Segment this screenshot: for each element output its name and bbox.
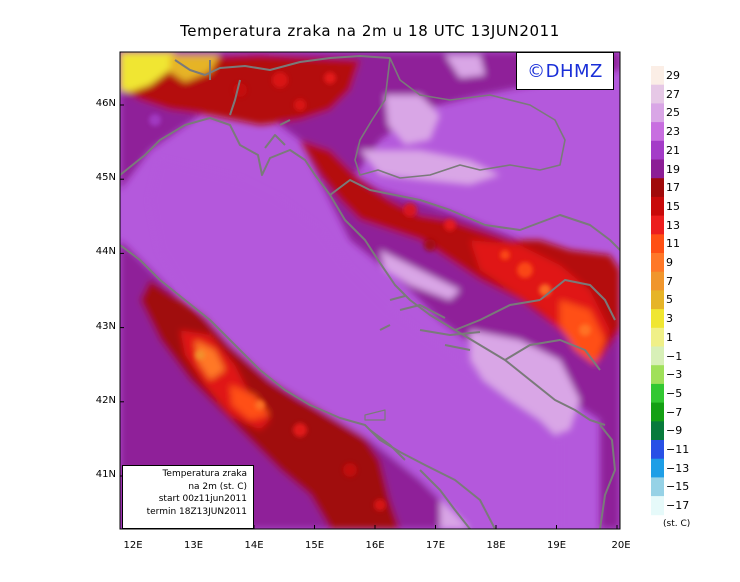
colorbar: [651, 66, 664, 516]
colorbar-swatch: [651, 196, 664, 216]
info-line-2: na 2m (st. C): [188, 481, 247, 492]
colorbar-label: −17: [666, 499, 690, 513]
colorbar-label: −5: [666, 386, 683, 400]
colorbar-swatch: [651, 421, 664, 441]
y-tick-label: 44N: [95, 246, 116, 258]
x-tick-label: 12E: [123, 540, 143, 551]
colorbar-swatch: [651, 440, 664, 460]
map-title: Temperatura zraka na 2m u 18 UTC 13JUN20…: [180, 22, 560, 40]
colorbar-swatch: [651, 122, 664, 142]
colorbar-label: 13: [666, 218, 680, 232]
colorbar-label: 7: [666, 274, 673, 288]
colorbar-label: 15: [666, 199, 680, 213]
colorbar-label: 17: [666, 181, 680, 195]
colorbar-label: 29: [666, 69, 680, 82]
colorbar-swatch: [651, 215, 664, 235]
colorbar-label: 5: [666, 293, 673, 307]
colorbar-swatch: [651, 103, 664, 123]
map-frame: [119, 51, 621, 530]
colorbar-swatch: [651, 178, 664, 198]
info-line-3: start 00z11jun2011: [158, 494, 247, 504]
y-tick-label: 41N: [95, 469, 116, 480]
colorbar-swatch: [651, 383, 664, 403]
colorbar-unit: (st. C): [663, 519, 691, 529]
x-tick-label: 18E: [486, 540, 506, 551]
colorbar-swatch: [651, 496, 664, 516]
colorbar-swatch: [651, 234, 664, 254]
y-tick-label: 43N: [95, 320, 116, 332]
x-tick-label: 13E: [183, 540, 204, 551]
colorbar-label: 21: [666, 143, 680, 157]
colorbar-swatch: [651, 271, 664, 291]
coastlines: [120, 55, 620, 529]
colorbar-label: −13: [666, 461, 690, 475]
colorbar-label: 11: [666, 237, 680, 251]
x-tick-label: 17E: [425, 540, 446, 551]
colorbar-label: 3: [666, 312, 673, 326]
colorbar-label: 1: [666, 330, 673, 344]
colorbar-swatch: [651, 290, 664, 310]
colorbar-label: 23: [666, 125, 680, 139]
colorbar-label: 19: [666, 162, 680, 176]
x-tick-label: 20E: [611, 540, 631, 551]
x-tick-label: 15E: [304, 540, 325, 551]
y-tick-label: 46N: [95, 98, 116, 109]
info-line-1: Temperatura zraka: [162, 469, 247, 479]
colorbar-label: 9: [666, 256, 673, 269]
colorbar-swatch: [651, 477, 664, 497]
colorbar-swatch: [651, 365, 664, 385]
colorbar-swatch: [651, 84, 664, 104]
dhmz-logo: ©DHMZ: [516, 52, 614, 90]
colorbar-swatch: [651, 253, 664, 273]
x-tick-label: 16E: [365, 540, 385, 551]
y-tick-label: 45N: [95, 172, 116, 184]
x-tick-label: 19E: [546, 540, 567, 551]
colorbar-label: 25: [666, 106, 680, 120]
colorbar-label: −15: [666, 480, 690, 494]
colorbar-label: −3: [666, 368, 683, 382]
info-line-4: termin 18Z13JUN2011: [146, 506, 247, 517]
info-box: Temperatura zraka na 2m (st. C) start 00…: [122, 465, 254, 529]
colorbar-swatch: [651, 159, 664, 179]
y-tick-label: 42N: [95, 394, 116, 406]
colorbar-swatch: [651, 140, 664, 160]
colorbar-label: 27: [666, 87, 680, 101]
colorbar-label: −11: [666, 443, 690, 456]
colorbar-swatch: [651, 458, 664, 478]
x-tick-label: 14E: [244, 540, 264, 551]
colorbar-swatch: [651, 327, 664, 347]
colorbar-swatch: [651, 402, 664, 422]
colorbar-swatch: [651, 346, 664, 366]
colorbar-swatch: [651, 309, 664, 329]
colorbar-label: −1: [666, 349, 683, 363]
colorbar-label: −7: [666, 405, 683, 419]
colorbar-swatch: [651, 66, 664, 86]
colorbar-label: −9: [666, 424, 683, 438]
